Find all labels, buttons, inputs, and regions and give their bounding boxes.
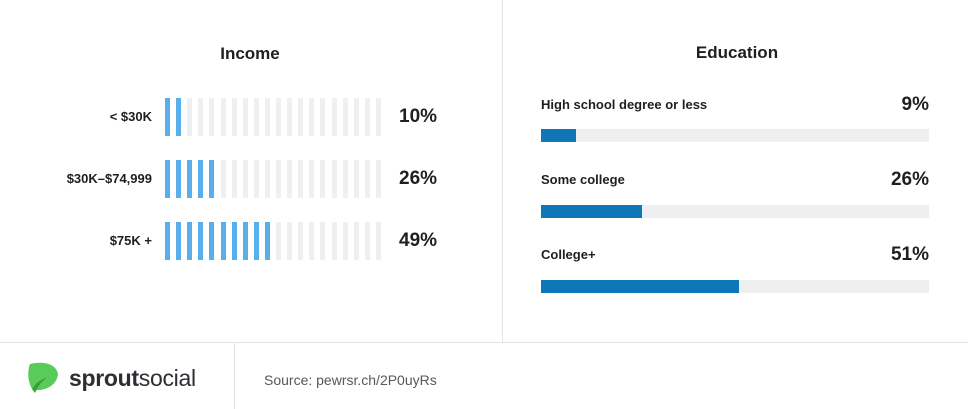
income-bar-tick-empty bbox=[242, 98, 248, 136]
income-bar-tick-empty bbox=[242, 160, 248, 198]
income-row-label: < $30K bbox=[109, 109, 152, 124]
income-bar-tick-empty bbox=[342, 98, 348, 136]
income-bar-tick-filled bbox=[209, 160, 215, 198]
income-row-value: 26% bbox=[399, 168, 438, 189]
income-bar-tick-empty bbox=[375, 160, 381, 198]
income-bar-tick-empty bbox=[253, 98, 259, 136]
footer-divider bbox=[234, 343, 235, 409]
education-bar-track bbox=[541, 129, 929, 142]
income-bar-tick-filled bbox=[176, 222, 182, 260]
income-bar-tick-empty bbox=[264, 98, 270, 136]
income-bar-tick-filled bbox=[176, 98, 182, 136]
income-bar-tick-filled bbox=[165, 98, 170, 136]
income-bar-tick-empty bbox=[264, 160, 270, 198]
income-bar-tick-filled bbox=[198, 222, 204, 260]
income-bar-tick-empty bbox=[364, 98, 370, 136]
income-row-label: $30K–$74,999 bbox=[66, 171, 152, 186]
brand-wordmark-bold: sprout bbox=[69, 364, 139, 391]
income-bar-tick-empty bbox=[331, 222, 337, 260]
education-bar-fill bbox=[541, 280, 739, 293]
income-title: Income bbox=[220, 44, 280, 63]
source-text: Source: pewrsr.ch/2P0uyRs bbox=[264, 372, 437, 388]
education-row-value: 9% bbox=[901, 94, 929, 115]
income-bar-tick-filled bbox=[209, 222, 215, 260]
sprout-leaf-icon bbox=[28, 362, 58, 393]
income-bar-tick-empty bbox=[198, 98, 204, 136]
income-bar-tick-empty bbox=[253, 160, 259, 198]
income-bar-tick-filled bbox=[242, 222, 248, 260]
education-bar-fill bbox=[541, 129, 576, 142]
education-title: Education bbox=[695, 43, 779, 62]
income-bar-tick-filled bbox=[165, 160, 170, 198]
income-bar-tick-empty bbox=[231, 98, 237, 136]
income-bar-tick-empty bbox=[209, 98, 215, 136]
education-bar-track bbox=[541, 205, 929, 218]
education-row-label: High school degree or less bbox=[541, 97, 708, 112]
income-bar-tick-empty bbox=[342, 222, 348, 260]
income-bar-tick-empty bbox=[231, 160, 237, 198]
income-bar-tick-filled bbox=[198, 160, 204, 198]
income-bar-tick-empty bbox=[375, 98, 381, 136]
education-row-value: 26% bbox=[890, 169, 929, 190]
income-bar-tick-empty bbox=[276, 160, 281, 198]
income-bar-tick-filled bbox=[187, 160, 193, 198]
education-row-label: Some college bbox=[541, 172, 625, 187]
brand-wordmark: sproutsocial bbox=[69, 365, 196, 392]
income-bar-tick-empty bbox=[353, 98, 359, 136]
income-bar-tick-empty bbox=[309, 222, 315, 260]
income-bar-tick-empty bbox=[187, 98, 193, 136]
income-bar-tick-filled bbox=[176, 160, 182, 198]
income-bar-tick-empty bbox=[287, 160, 293, 198]
footer-rule bbox=[0, 342, 968, 343]
income-bar-tick-empty bbox=[276, 222, 281, 260]
education-row-value: 51% bbox=[890, 244, 929, 265]
income-bar-tick-empty bbox=[309, 98, 315, 136]
income-bar-tick-empty bbox=[353, 222, 359, 260]
income-bar-tick-empty bbox=[298, 160, 304, 198]
income-bar-tick-empty bbox=[364, 160, 370, 198]
income-bar-tick-empty bbox=[364, 222, 370, 260]
income-bar-tick-empty bbox=[298, 98, 304, 136]
income-row-value: 49% bbox=[399, 230, 438, 251]
income-row-label: $75K + bbox=[109, 233, 152, 248]
income-bar-tick-empty bbox=[309, 160, 315, 198]
income-bar-tick-empty bbox=[320, 160, 326, 198]
education-bar-fill bbox=[541, 205, 642, 218]
income-bar-tick-empty bbox=[375, 222, 381, 260]
panel-divider bbox=[502, 0, 503, 342]
education-row-label: College+ bbox=[541, 247, 596, 262]
income-bar-tick-empty bbox=[331, 160, 337, 198]
income-bar-tick-empty bbox=[276, 98, 281, 136]
income-bar-tick-empty bbox=[287, 222, 293, 260]
education-bar-track bbox=[541, 280, 929, 293]
income-bar-tick-empty bbox=[220, 160, 226, 198]
brand-wordmark-light: social bbox=[138, 364, 196, 391]
income-bar-tick-empty bbox=[287, 98, 293, 136]
income-bar-tick-filled bbox=[231, 222, 237, 260]
income-row-value: 10% bbox=[399, 106, 438, 127]
income-bar-tick-filled bbox=[187, 222, 193, 260]
income-bar-tick-filled bbox=[264, 222, 270, 260]
income-bar-tick-empty bbox=[342, 160, 348, 198]
income-bar-tick-filled bbox=[253, 222, 259, 260]
income-bar-tick-empty bbox=[220, 98, 226, 136]
income-bar-tick-empty bbox=[353, 160, 359, 198]
income-bar-tick-empty bbox=[320, 98, 326, 136]
income-bar-tick-empty bbox=[298, 222, 304, 260]
income-bar-tick-filled bbox=[165, 222, 170, 260]
income-bar-tick-empty bbox=[320, 222, 326, 260]
income-bar-tick-empty bbox=[331, 98, 337, 136]
brand-logo: sproutsocial bbox=[26, 360, 196, 396]
income-bar-tick-filled bbox=[220, 222, 226, 260]
